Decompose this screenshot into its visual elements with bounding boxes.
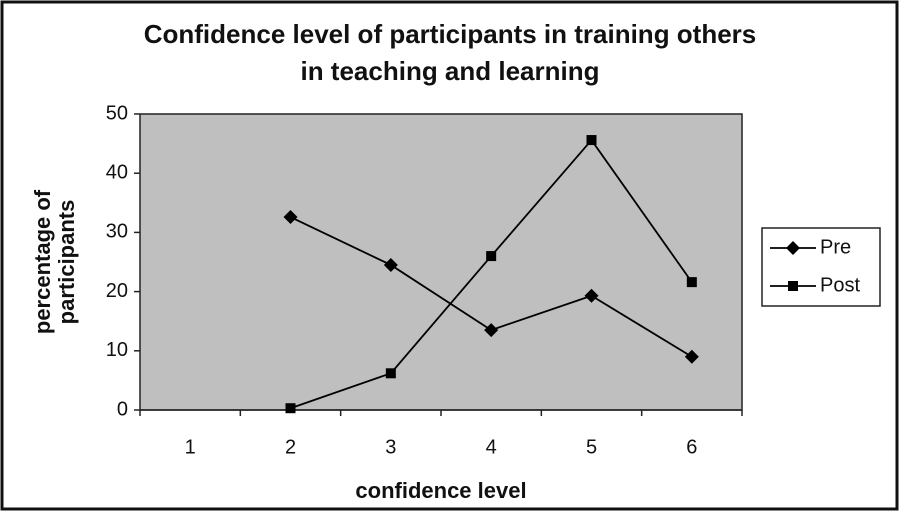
data-point — [684, 349, 699, 364]
data-point — [385, 368, 396, 379]
x-tick-label: 6 — [686, 436, 697, 458]
y-axis-label: percentage of — [30, 189, 55, 334]
x-tick-label: 1 — [185, 436, 196, 458]
chart-title: Confidence level of participants in trai… — [144, 19, 757, 49]
y-tick-label: 20 — [106, 280, 128, 302]
y-tick-label: 40 — [106, 161, 128, 183]
data-point — [484, 323, 499, 338]
x-tick-label: 4 — [486, 436, 497, 458]
data-point — [686, 277, 697, 288]
y-axis-label: participants — [54, 200, 79, 325]
x-tick-label: 2 — [285, 436, 296, 458]
y-tick-label: 0 — [117, 398, 128, 420]
x-tick-label: 3 — [385, 436, 396, 458]
data-point — [285, 403, 296, 414]
x-axis-label: confidence level — [355, 478, 526, 503]
data-point — [584, 288, 599, 303]
chart-title: in teaching and learning — [300, 56, 599, 86]
legend-label: Pre — [820, 236, 851, 258]
y-tick-label: 50 — [106, 102, 128, 124]
y-tick-label: 10 — [106, 339, 128, 361]
data-point — [283, 210, 298, 225]
y-tick-label: 30 — [106, 221, 128, 243]
data-point — [486, 251, 497, 262]
legend-box — [761, 227, 881, 307]
data-point — [383, 257, 398, 272]
data-point — [586, 135, 597, 146]
legend-label: Post — [820, 274, 860, 296]
legend-marker — [788, 281, 798, 291]
legend-marker — [786, 241, 800, 255]
x-tick-label: 5 — [586, 436, 597, 458]
plot-area — [139, 113, 743, 411]
